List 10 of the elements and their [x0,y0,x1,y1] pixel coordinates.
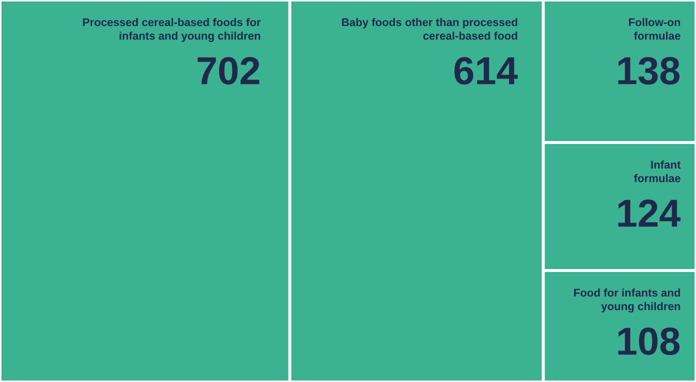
data-label: 124 [618,200,681,227]
data-label: 108 [618,328,680,356]
category-label: Follow-on formulae [629,18,680,40]
data-label: 702 [198,57,260,85]
category-label: Processed cereal-based foods for infants and young children [83,18,261,42]
data-label: 614 [454,57,518,85]
category-label: Food for infants and young children [574,288,680,312]
category-label: Infant formulae [634,160,681,182]
category-label: Baby foods other than processed cereal-based food [342,18,518,40]
data-label: 138 [618,57,680,85]
